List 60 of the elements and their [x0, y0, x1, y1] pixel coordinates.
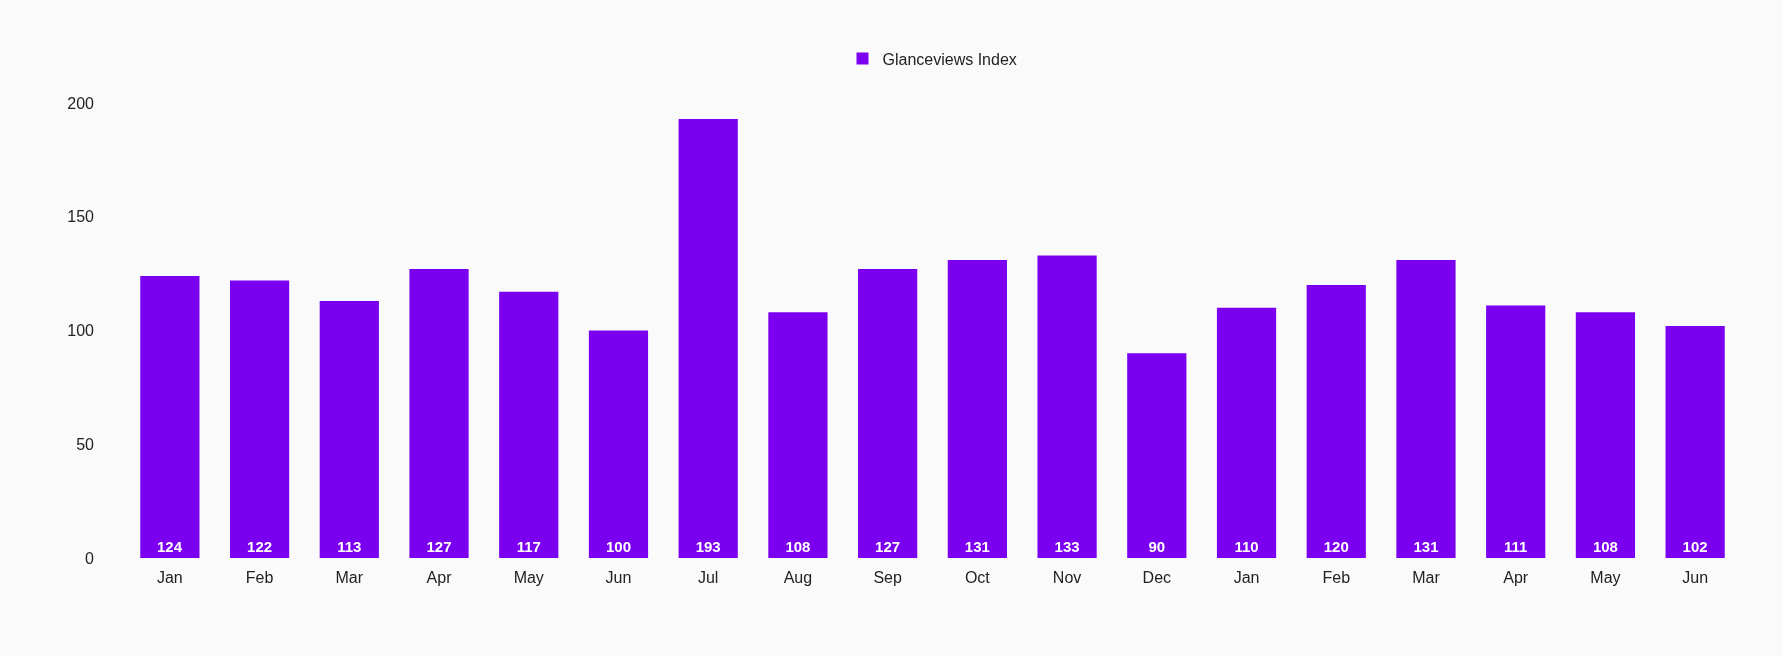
- bar: [499, 291, 559, 558]
- data-label: 117: [516, 538, 541, 555]
- data-label: 193: [695, 538, 721, 555]
- x-tick-label: Mar: [1412, 569, 1441, 586]
- data-label: 108: [1592, 538, 1618, 555]
- data-label: 100: [605, 538, 631, 555]
- data-label: 120: [1323, 538, 1349, 555]
- bar: [768, 312, 828, 558]
- data-label: 102: [1682, 538, 1708, 555]
- x-tick-label: Jan: [156, 569, 183, 586]
- y-tick-label: 150: [67, 208, 95, 226]
- x-tick-label: Jun: [1682, 569, 1709, 586]
- x-tick-label: Jun: [605, 569, 632, 586]
- bar: [1575, 312, 1636, 558]
- bar: [1306, 285, 1366, 558]
- data-label: 127: [875, 538, 901, 555]
- x-tick-label: Apr: [426, 569, 453, 586]
- data-label: 90: [1148, 538, 1166, 555]
- data-label: 111: [1504, 538, 1528, 555]
- bar: [1037, 255, 1097, 558]
- bar: [678, 118, 738, 558]
- data-label: 127: [426, 538, 452, 555]
- x-tick-label: Oct: [964, 569, 991, 586]
- bar: [319, 300, 379, 558]
- x-tick-label: Feb: [1322, 569, 1351, 586]
- x-tick-label: May: [513, 569, 544, 586]
- bar: [1216, 307, 1277, 558]
- bar: [1127, 353, 1187, 558]
- bar: [409, 269, 469, 558]
- y-tick-label: 100: [67, 322, 95, 340]
- data-label: 131: [1413, 538, 1439, 555]
- y-tick-label: 50: [76, 435, 95, 453]
- bar: [1665, 325, 1725, 558]
- bar: [229, 280, 290, 558]
- x-tick-label: Feb: [245, 569, 274, 586]
- bar: [588, 330, 649, 558]
- data-label: 124: [157, 538, 183, 555]
- x-tick-label: Nov: [1052, 569, 1082, 586]
- x-tick-label: Apr: [1503, 569, 1529, 586]
- x-tick-label: Jul: [697, 569, 719, 586]
- x-tick-label: Mar: [335, 569, 364, 586]
- data-label: 133: [1054, 538, 1080, 555]
- x-tick-label: May: [1590, 569, 1621, 586]
- data-label: 131: [964, 538, 990, 555]
- y-tick-label: 200: [67, 94, 95, 112]
- y-tick-label: 0: [85, 549, 95, 567]
- bar: [947, 259, 1007, 558]
- bar: [1486, 305, 1546, 558]
- bar: [1396, 259, 1456, 558]
- legend-label: Glanceviews Index: [882, 50, 1017, 68]
- x-tick-label: Dec: [1142, 569, 1172, 586]
- x-tick-label: Sep: [873, 569, 902, 586]
- bar: [140, 275, 200, 558]
- x-tick-label: Jan: [1233, 569, 1260, 586]
- data-label: 113: [337, 538, 362, 555]
- data-label: 108: [785, 538, 811, 555]
- data-label: 122: [247, 538, 273, 555]
- bar: [858, 269, 918, 558]
- data-label: 110: [1234, 538, 1259, 555]
- x-tick-label: Aug: [783, 569, 813, 586]
